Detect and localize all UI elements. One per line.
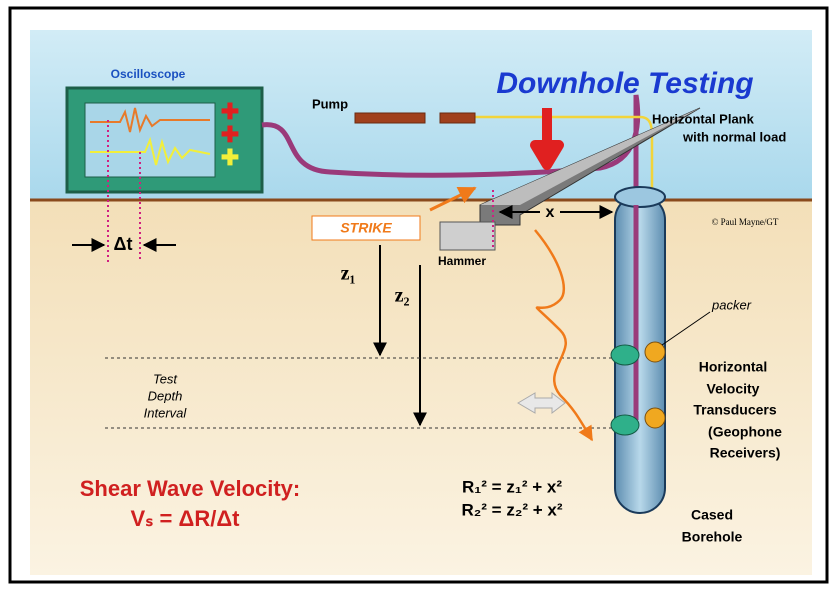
label: Δt — [114, 234, 133, 254]
label: (Geophone — [708, 424, 782, 440]
label: Interval — [144, 405, 188, 420]
wave — [534, 229, 594, 442]
trace — [90, 136, 211, 166]
label: Horizontal — [699, 359, 767, 375]
receivers — [610, 341, 666, 436]
label: Borehole — [682, 529, 743, 545]
equation: R₂² = z₂² + x² — [461, 500, 562, 519]
pump — [354, 112, 476, 124]
equation: R₁² = z₁² + x² — [462, 477, 562, 496]
borehole-top — [614, 186, 666, 208]
label: Velocity — [707, 381, 760, 397]
trace — [90, 107, 210, 134]
frame — [8, 6, 829, 584]
label: Transducers — [693, 402, 776, 418]
svg-text:✚: ✚ — [221, 99, 239, 124]
label: packer — [711, 297, 752, 312]
title: Downhole Testing — [496, 67, 753, 100]
hammer — [439, 221, 496, 251]
credit: © Paul Mayne/GT — [712, 217, 779, 227]
label: Oscilloscope — [111, 67, 186, 81]
label: Receivers) — [710, 445, 781, 461]
shear-arrow — [517, 391, 566, 415]
plank-top — [480, 108, 700, 205]
label: with normal load — [682, 129, 786, 144]
transducers: Horizontal Velocity Transducers (Geophon… — [693, 359, 782, 461]
svg-text:✚: ✚ — [221, 122, 239, 147]
label: Pump — [312, 96, 348, 111]
label: Test — [153, 371, 178, 386]
label: Depth — [148, 388, 183, 403]
label: Horizontal Plank — [652, 111, 755, 126]
label: x — [546, 204, 555, 221]
scope-buttons: ✚✚✚ — [221, 99, 239, 170]
load-arrow — [530, 108, 564, 170]
strike-box — [311, 215, 421, 241]
svg-text:✚: ✚ — [221, 145, 239, 170]
label: z₂ — [395, 285, 410, 307]
label: Shear Wave Velocity: — [80, 476, 301, 501]
label: z₁ — [341, 263, 356, 285]
label: STRIKE — [340, 220, 392, 236]
strike-arrow — [429, 186, 477, 212]
leader — [661, 311, 711, 346]
interval: Test Depth Interval — [144, 371, 188, 420]
label: Vₛ = ΔR/Δt — [131, 506, 241, 531]
label: Cased — [691, 507, 733, 523]
label: Hammer — [438, 254, 486, 268]
